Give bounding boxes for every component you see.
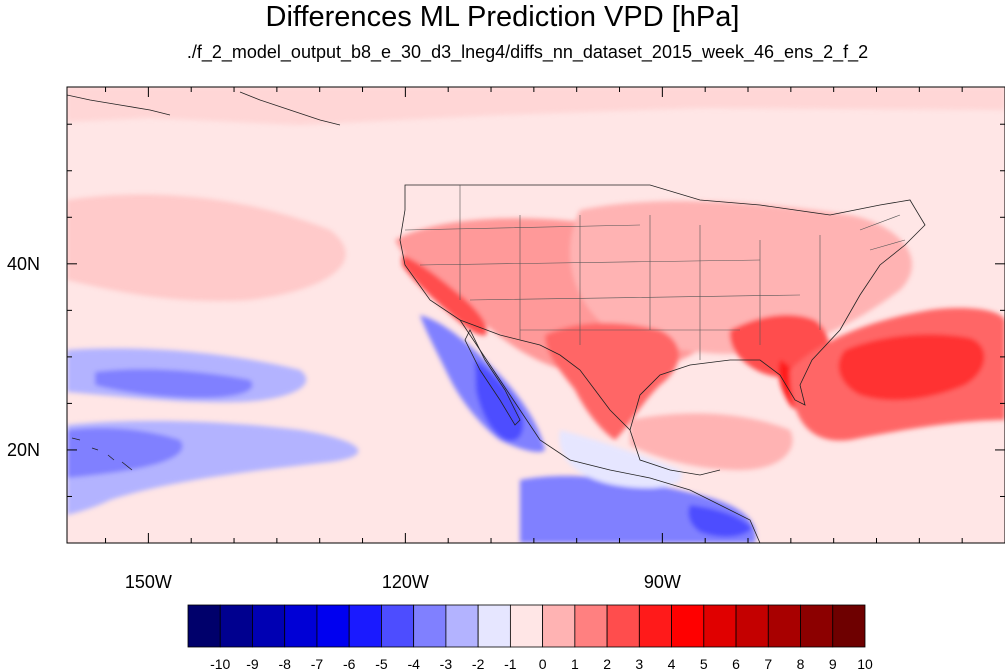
- colorbar-swatch: [477, 604, 511, 648]
- colorbar-label: 8: [797, 656, 805, 672]
- colorbar-swatch: [348, 604, 382, 648]
- region-texas-gulf-coast: [545, 323, 679, 440]
- colorbar-swatch: [703, 604, 737, 648]
- hawaii-islands: [71, 437, 133, 471]
- colorbar-labels: -10 -9 -8 -7 -6 -5 -4 -3 -2 -1 0 1 2 3 4 5 6 7 8 9 10: [210, 656, 873, 672]
- coastlines: [67, 91, 926, 543]
- colorbar-swatch: [542, 604, 576, 648]
- y-tick-label: 20N: [7, 440, 40, 460]
- colorbar: [187, 604, 866, 648]
- colorbar-swatch: [671, 604, 705, 648]
- us-border: [399, 184, 926, 431]
- colorbar-swatch: [832, 604, 866, 648]
- colorbar-label: 6: [732, 656, 740, 672]
- colorbar-swatch: [509, 604, 544, 648]
- x-tick-label: 120W: [382, 572, 429, 592]
- colorbar-label: -8: [278, 656, 291, 672]
- colorbar-label: -6: [343, 656, 356, 672]
- x-tick-label: 150W: [125, 572, 172, 592]
- colorbar-label: -4: [407, 656, 420, 672]
- alaska-coast: [67, 91, 341, 126]
- colorbar-swatch: [735, 604, 769, 648]
- colorbar-swatch: [445, 604, 479, 648]
- region-california-central-valley: [402, 255, 487, 336]
- colorbar-label: -1: [504, 656, 517, 672]
- y-tick-label: 40N: [7, 254, 40, 274]
- region-hawaii-core: [67, 428, 183, 478]
- region-east-light: [570, 200, 912, 354]
- colorbar-swatch: [219, 604, 253, 648]
- chart-title: Differences ML Prediction VPD [hPa]: [265, 1, 740, 33]
- region-southern-mexico-core: [688, 505, 752, 537]
- colorbar-swatch: [638, 604, 672, 648]
- mexico-coast: [459, 319, 761, 543]
- colorbar-swatch: [413, 604, 447, 648]
- region-mexico-interior-light: [559, 430, 682, 489]
- colorbar-label: -3: [440, 656, 453, 672]
- colorbar-label: 0: [539, 656, 547, 672]
- colorbar-swatch: [767, 604, 801, 648]
- anomaly-field: [67, 87, 1005, 543]
- colorbar-swatch: [187, 604, 221, 648]
- state-lines: [404, 185, 906, 360]
- colorbar-label: -9: [246, 656, 259, 672]
- colorbar-label: -2: [472, 656, 485, 672]
- colorbar-label: 3: [635, 656, 643, 672]
- gulf-coast-mexico: [629, 429, 721, 476]
- x-tick-label: 90W: [644, 572, 681, 592]
- colorbar-label: 1: [571, 656, 579, 672]
- colorbar-label: 10: [857, 656, 873, 672]
- colorbar-label: 2: [603, 656, 611, 672]
- colorbar-label: 7: [764, 656, 772, 672]
- colorbar-label: 5: [700, 656, 708, 672]
- colorbar-swatch: [252, 604, 286, 648]
- colorbar-label: 9: [829, 656, 837, 672]
- colorbar-swatch: [316, 604, 350, 648]
- region-central-pacific-core: [95, 369, 253, 398]
- axis-ticks: [67, 87, 1005, 544]
- region-gulf-light: [630, 413, 793, 470]
- region-pacific-light-red: [67, 194, 346, 301]
- colorbar-label: -5: [375, 656, 388, 672]
- baja-peninsula: [464, 329, 521, 426]
- plot-frame: [66, 86, 1005, 544]
- colorbar-label: -7: [311, 656, 324, 672]
- colorbar-label: -10: [210, 656, 230, 672]
- region-atlantic-core: [838, 334, 985, 401]
- colorbar-swatch: [381, 604, 415, 648]
- colorbar-swatch: [284, 604, 318, 648]
- chart-subtitle: ./f_2_model_output_b8_e_30_d3_lneg4/diff…: [186, 42, 869, 62]
- colorbar-swatch: [574, 604, 608, 648]
- region-northern-pacific-band: [67, 87, 1005, 125]
- colorbar-label: 4: [668, 656, 676, 672]
- axis-tick-labels: 150W 120W 90W 40N 20N: [7, 254, 681, 592]
- contour-fills: [67, 87, 1005, 543]
- colorbar-swatch: [800, 604, 834, 648]
- colorbar-swatch: [606, 604, 640, 648]
